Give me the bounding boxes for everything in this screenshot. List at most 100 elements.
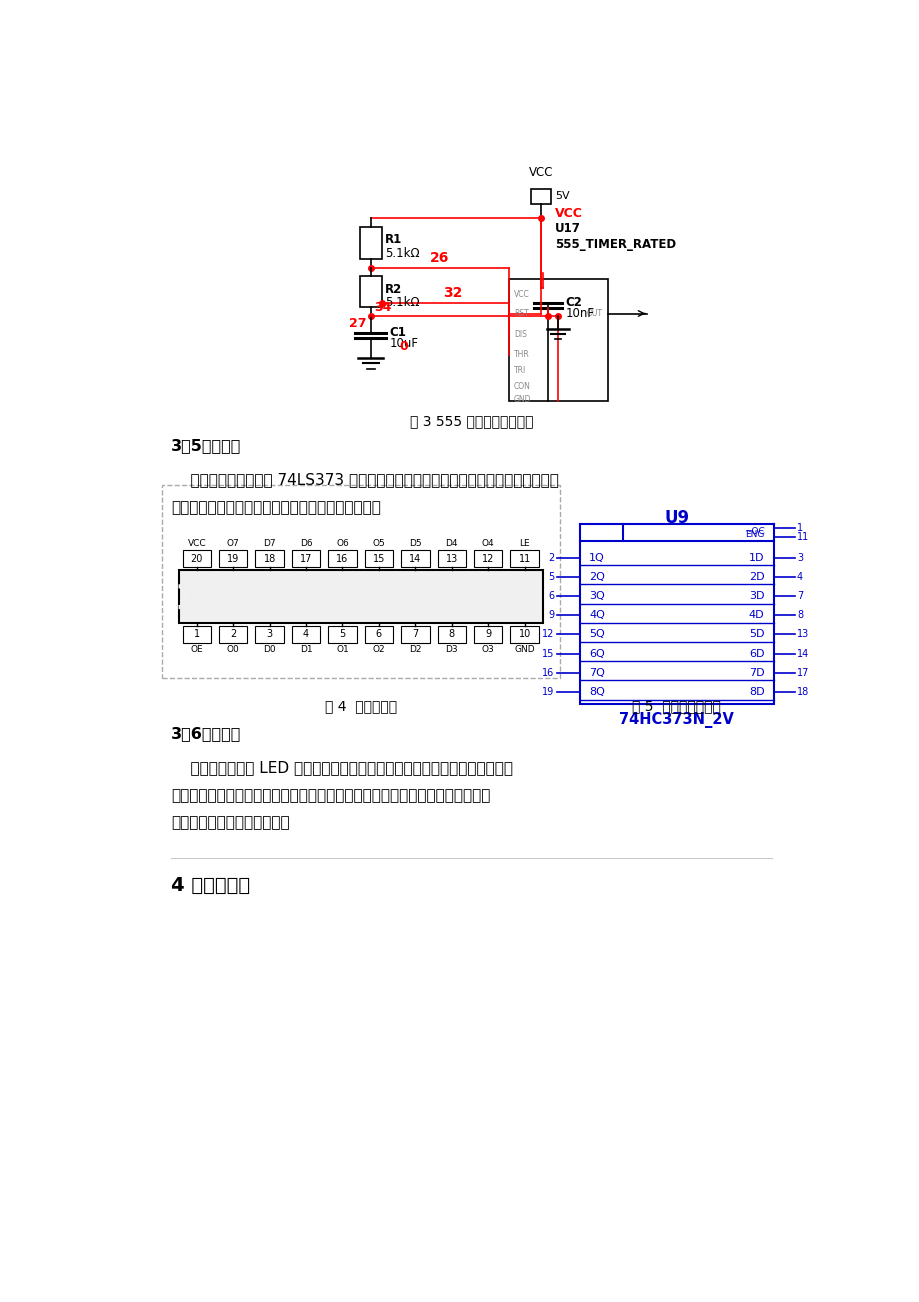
Text: 图 3 555 芯片多谐振荡电路: 图 3 555 芯片多谐振荡电路 [409,414,533,428]
Text: 13: 13 [796,629,809,639]
Text: 1Q: 1Q [589,552,605,562]
Text: 2Q: 2Q [589,572,605,582]
Text: 18: 18 [263,553,276,564]
Text: 18: 18 [796,687,809,697]
Text: O3: O3 [482,646,494,654]
Text: 12: 12 [482,553,494,564]
Bar [364,551,392,568]
Text: 2: 2 [548,552,554,562]
Text: 8D: 8D [748,687,764,697]
Text: 5: 5 [339,629,346,639]
Text: 显示电路有四块 LED 数码显示器组成，使其管脚与十进制计数器正确连接，: 显示电路有四块 LED 数码显示器组成，使其管脚与十进制计数器正确连接， [171,760,512,775]
Text: 15: 15 [541,648,554,659]
Bar [291,626,320,643]
Bar [437,626,465,643]
Text: 图 4  芯片管脚图: 图 4 芯片管脚图 [324,699,396,713]
Text: 555_TIMER_RATED: 555_TIMER_RATED [554,237,675,250]
Text: TRI: TRI [514,366,526,375]
Text: 7Q: 7Q [589,668,605,678]
Text: 74HC373N_2V: 74HC373N_2V [618,712,733,728]
Text: 7: 7 [412,629,418,639]
Bar [510,551,539,568]
Text: 34: 34 [373,301,391,314]
Text: 6: 6 [376,629,381,639]
Bar [182,551,210,568]
Text: 19: 19 [541,687,554,697]
Text: R2: R2 [384,283,402,296]
Text: 17: 17 [796,668,809,678]
Bar [219,551,247,568]
Text: D4: D4 [445,539,458,548]
Text: 15: 15 [372,553,385,564]
Text: R1: R1 [384,233,402,246]
Text: D2: D2 [409,646,421,654]
Bar [364,626,392,643]
Bar [219,626,247,643]
Text: GND: GND [514,646,534,654]
Text: 控制电路部分，采用 74LS373 芯片，组成锁存器电路，通过定时电路传递过来的信: 控制电路部分，采用 74LS373 芯片，组成锁存器电路，通过定时电路传递过来的… [171,473,558,487]
Text: 5D: 5D [748,629,764,639]
Text: RST: RST [514,309,528,318]
Text: 17: 17 [300,553,312,564]
Text: O7: O7 [227,539,239,548]
Text: 8Q: 8Q [589,687,605,697]
Text: 4D: 4D [748,611,764,620]
Text: U9: U9 [664,509,688,527]
Text: O1: O1 [335,646,348,654]
Text: CON: CON [514,381,530,391]
Text: 5V: 5V [554,191,569,202]
Text: LE: LE [518,539,529,548]
Text: 32: 32 [443,286,462,301]
Text: O0: O0 [227,646,239,654]
Text: 5Q: 5Q [589,629,605,639]
Text: O4: O4 [482,539,494,548]
Text: 26: 26 [429,251,448,264]
Text: 4: 4 [796,572,802,582]
Bar [579,542,773,704]
Text: DIS: DIS [514,329,527,339]
Text: ~OC: ~OC [743,527,764,536]
Text: 4Q: 4Q [589,611,605,620]
Text: D1: D1 [300,646,312,654]
Text: 3．6显示电路: 3．6显示电路 [171,727,241,741]
Bar [473,551,502,568]
Text: C1: C1 [389,326,406,339]
Text: D3: D3 [445,646,458,654]
Text: D7: D7 [263,539,276,548]
Text: 20: 20 [190,553,203,564]
Text: 14: 14 [796,648,809,659]
Text: 12: 12 [541,629,554,639]
Text: 3．5控制电路: 3．5控制电路 [171,439,241,453]
Text: 10nF: 10nF [565,307,594,320]
Text: 19: 19 [227,553,239,564]
Text: 16: 16 [336,553,348,564]
Bar [508,280,607,401]
Text: GND: GND [514,396,531,405]
Text: O5: O5 [372,539,385,548]
Text: 10uF: 10uF [389,337,418,350]
Bar [437,551,465,568]
Text: 2: 2 [230,629,236,639]
Text: 3Q: 3Q [589,591,605,602]
Text: 14: 14 [409,553,421,564]
Bar [328,551,357,568]
Text: 11: 11 [518,553,530,564]
Text: 6D: 6D [748,648,764,659]
Text: 7: 7 [796,591,802,602]
Text: 5.1kΩ: 5.1kΩ [384,247,419,260]
Bar [530,189,550,204]
Text: OE: OE [190,646,203,654]
Text: 10: 10 [518,629,530,639]
Text: O6: O6 [335,539,348,548]
Text: VCC: VCC [514,289,529,298]
Text: U17: U17 [554,223,581,236]
Text: 0: 0 [399,340,407,353]
Bar [401,551,429,568]
Text: 27: 27 [348,318,366,331]
Text: 8: 8 [796,611,802,620]
Text: 7D: 7D [748,668,764,678]
Text: 6Q: 6Q [589,648,605,659]
Text: 9: 9 [484,629,491,639]
Text: 3D: 3D [748,591,764,602]
Text: 显示出数字，来记录其转速。: 显示出数字，来记录其转速。 [171,815,289,831]
